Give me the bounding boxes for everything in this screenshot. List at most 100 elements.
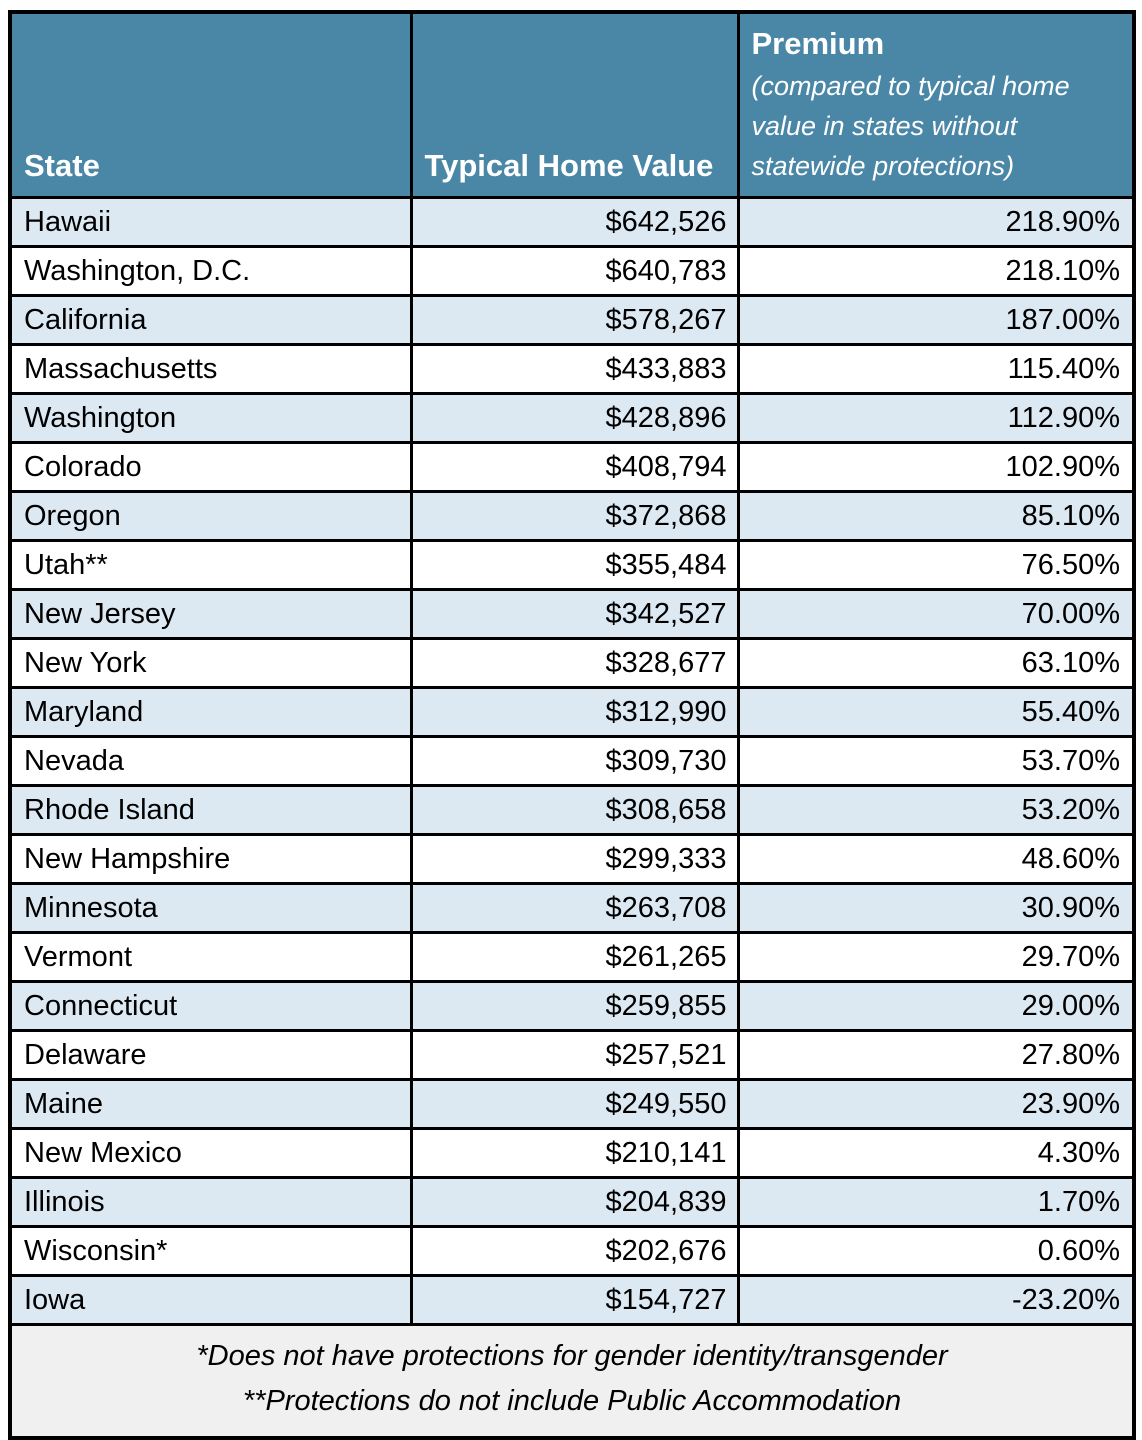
table-row: Oregon $372,868 85.10%	[8, 490, 1136, 542]
premium-cell: 48.60%	[736, 833, 1136, 885]
table-row: Connecticut $259,855 29.00%	[8, 980, 1136, 1032]
footnote-public-accommodation: **Protections do not include Public Acco…	[242, 1385, 902, 1417]
state-cell: Colorado	[8, 441, 413, 493]
state-cell: Delaware	[8, 1029, 413, 1081]
state-cell: California	[8, 294, 413, 346]
state-cell: Washington	[8, 392, 413, 444]
footnote-row: *Does not have protections for gender id…	[8, 1323, 1136, 1440]
state-cell: Illinois	[8, 1176, 413, 1228]
footnote-gender-identity: *Does not have protections for gender id…	[196, 1340, 948, 1372]
state-cell: New York	[8, 637, 413, 689]
table-row: New Jersey $342,527 70.00%	[8, 588, 1136, 640]
home-value-cell: $308,658	[409, 784, 740, 836]
home-value-cell: $299,333	[409, 833, 740, 885]
home-value-cell: $257,521	[409, 1029, 740, 1081]
state-cell: Maryland	[8, 686, 413, 738]
state-cell: New Mexico	[8, 1127, 413, 1179]
premium-cell: 4.30%	[736, 1127, 1136, 1179]
column-header-typical-home-value: Typical Home Value	[409, 10, 740, 199]
state-cell: Iowa	[8, 1274, 413, 1326]
premium-cell: 112.90%	[736, 392, 1136, 444]
premium-cell: 53.20%	[736, 784, 1136, 836]
premium-cell: 85.10%	[736, 490, 1136, 542]
premium-header-subtitle-line: value in states without	[751, 111, 1018, 141]
home-value-cell: $578,267	[409, 294, 740, 346]
premium-header-title: Premium	[751, 26, 885, 61]
home-value-cell: $202,676	[409, 1225, 740, 1277]
table-row: Washington, D.C. $640,783 218.10%	[8, 245, 1136, 297]
state-cell: Hawaii	[8, 196, 413, 248]
home-value-cell: $642,526	[409, 196, 740, 248]
home-value-cell: $328,677	[409, 637, 740, 689]
premium-cell: 70.00%	[736, 588, 1136, 640]
state-cell: Massachusetts	[8, 343, 413, 395]
home-value-premium-table: State Typical Home Value Premium (compar…	[8, 10, 1136, 1440]
premium-cell: 218.90%	[736, 196, 1136, 248]
home-value-cell: $342,527	[409, 588, 740, 640]
home-value-cell: $433,883	[409, 343, 740, 395]
home-value-cell: $428,896	[409, 392, 740, 444]
premium-cell: 218.10%	[736, 245, 1136, 297]
premium-cell: 0.60%	[736, 1225, 1136, 1277]
footnote-cell: *Does not have protections for gender id…	[8, 1323, 1136, 1440]
home-value-cell: $154,727	[409, 1274, 740, 1326]
table-footer: *Does not have protections for gender id…	[8, 1323, 1136, 1440]
home-value-cell: $263,708	[409, 882, 740, 934]
home-value-cell: $249,550	[409, 1078, 740, 1130]
table-row: Delaware $257,521 27.80%	[8, 1029, 1136, 1081]
state-cell: Maine	[8, 1078, 413, 1130]
table-row: Hawaii $642,526 218.90%	[8, 196, 1136, 248]
premium-cell: 76.50%	[736, 539, 1136, 591]
premium-header-subtitle-line: statewide protections)	[751, 151, 1015, 181]
premium-cell: 1.70%	[736, 1176, 1136, 1228]
table-row: Wisconsin* $202,676 0.60%	[8, 1225, 1136, 1277]
table-header: State Typical Home Value Premium (compar…	[8, 10, 1136, 199]
premium-cell: 115.40%	[736, 343, 1136, 395]
home-value-cell: $355,484	[409, 539, 740, 591]
state-cell: Minnesota	[8, 882, 413, 934]
table-row: Utah** $355,484 76.50%	[8, 539, 1136, 591]
table-body: Hawaii $642,526 218.90% Washington, D.C. $64…	[8, 196, 1136, 1326]
state-cell: Connecticut	[8, 980, 413, 1032]
table-row: Rhode Island $308,658 53.20%	[8, 784, 1136, 836]
home-value-cell: $261,265	[409, 931, 740, 983]
table-row: Massachusetts $433,883 115.40%	[8, 343, 1136, 395]
table-row: California $578,267 187.00%	[8, 294, 1136, 346]
premium-cell: -23.20%	[736, 1274, 1136, 1326]
state-cell: Vermont	[8, 931, 413, 983]
table-row: New Hampshire $299,333 48.60%	[8, 833, 1136, 885]
state-cell: Wisconsin*	[8, 1225, 413, 1277]
column-header-state: State	[8, 10, 413, 199]
table-row: Maryland $312,990 55.40%	[8, 686, 1136, 738]
premium-cell: 53.70%	[736, 735, 1136, 787]
premium-cell: 63.10%	[736, 637, 1136, 689]
premium-cell: 102.90%	[736, 441, 1136, 493]
home-value-cell: $640,783	[409, 245, 740, 297]
state-cell: Oregon	[8, 490, 413, 542]
home-value-cell: $372,868	[409, 490, 740, 542]
home-value-cell: $210,141	[409, 1127, 740, 1179]
premium-cell: 23.90%	[736, 1078, 1136, 1130]
home-value-cell: $259,855	[409, 980, 740, 1032]
home-value-cell: $309,730	[409, 735, 740, 787]
table-row: New York $328,677 63.10%	[8, 637, 1136, 689]
state-cell: Utah**	[8, 539, 413, 591]
premium-header-subtitle-line: (compared to typical home	[751, 71, 1070, 101]
premium-cell: 27.80%	[736, 1029, 1136, 1081]
premium-cell: 187.00%	[736, 294, 1136, 346]
table-row: Vermont $261,265 29.70%	[8, 931, 1136, 983]
home-value-cell: $204,839	[409, 1176, 740, 1228]
table-row: Colorado $408,794 102.90%	[8, 441, 1136, 493]
table-row: Illinois $204,839 1.70%	[8, 1176, 1136, 1228]
state-cell: Nevada	[8, 735, 413, 787]
state-cell: New Jersey	[8, 588, 413, 640]
premium-cell: 55.40%	[736, 686, 1136, 738]
table-row: Iowa $154,727 -23.20%	[8, 1274, 1136, 1326]
table-row: Nevada $309,730 53.70%	[8, 735, 1136, 787]
table-row: Maine $249,550 23.90%	[8, 1078, 1136, 1130]
table-row: Washington $428,896 112.90%	[8, 392, 1136, 444]
state-cell: Washington, D.C.	[8, 245, 413, 297]
header-row: State Typical Home Value Premium (compar…	[8, 10, 1136, 199]
premium-cell: 30.90%	[736, 882, 1136, 934]
